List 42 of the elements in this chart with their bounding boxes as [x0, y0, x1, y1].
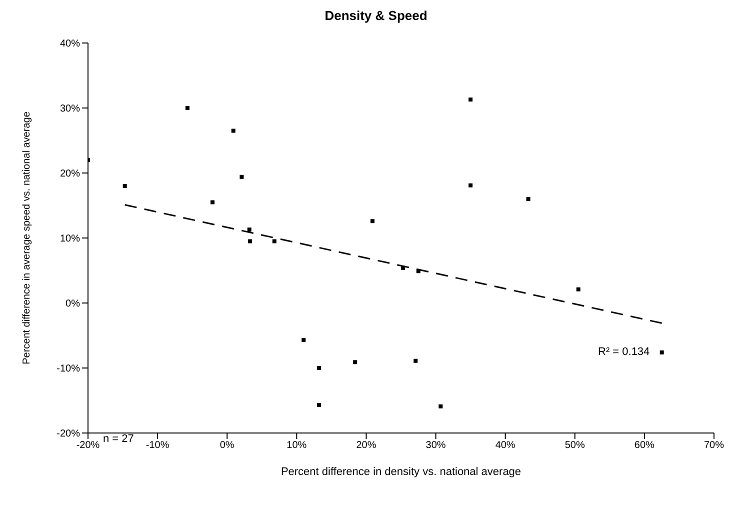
- point: [468, 98, 473, 102]
- x-tick-label: 20%: [356, 440, 376, 452]
- y-tick-label: 40%: [60, 38, 80, 50]
- point: [526, 197, 530, 201]
- y-axis-title: Percent difference in average speed vs. national average: [22, 111, 33, 364]
- point: [353, 360, 358, 364]
- x-tick-label: 40%: [495, 440, 516, 452]
- y-tick-label: 30%: [60, 104, 80, 115]
- point: [231, 128, 236, 133]
- point: [302, 338, 306, 342]
- y-tick-label: -20%: [56, 428, 80, 440]
- point: [370, 219, 374, 224]
- x-tick-label: 50%: [564, 440, 586, 452]
- x-tick-label: 10%: [286, 440, 307, 452]
- x-tick-label: 30%: [426, 440, 446, 452]
- point: [210, 200, 215, 204]
- point: [272, 239, 276, 244]
- x-tick-label: 60%: [634, 440, 655, 452]
- x-tick-label: 0%: [220, 440, 234, 452]
- y-tick-label: 10%: [60, 234, 80, 245]
- point: [248, 239, 252, 244]
- x-tick-label: 70%: [704, 440, 724, 452]
- point: [576, 287, 580, 292]
- point: [247, 228, 252, 232]
- point: [240, 174, 244, 179]
- y-tick-label: 20%: [60, 168, 80, 180]
- point: [316, 366, 321, 370]
- x-tick-label: -20%: [76, 440, 100, 452]
- annotation: R² = 0.134: [598, 346, 650, 358]
- annotation: n = 27: [103, 433, 134, 445]
- point: [414, 358, 418, 363]
- point: [660, 350, 664, 354]
- point: [316, 403, 321, 408]
- point: [122, 184, 127, 188]
- x-axis-title: Percent difference in density vs. national average: [280, 466, 522, 478]
- chart-title: Density & Speed: [324, 8, 428, 23]
- x-tick-label: -10%: [146, 440, 170, 452]
- point: [438, 404, 443, 408]
- point: [185, 106, 190, 110]
- y-tick-label: 0%: [66, 298, 80, 310]
- y-tick-label: -10%: [56, 364, 80, 375]
- point: [468, 183, 473, 188]
